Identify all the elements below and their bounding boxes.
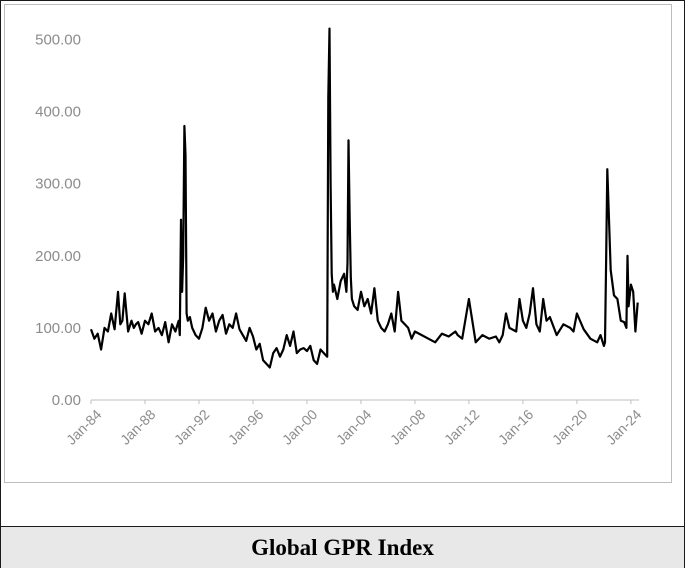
figure-caption: Global GPR Index: [251, 534, 434, 560]
x-axis: Jan-84 Jan-88 Jan-92 Jan-96 Jan-00 Jan-04 Jan-…: [63, 400, 645, 448]
y-tick-label: 0.00: [52, 392, 81, 409]
x-tick-label: Jan-04: [333, 406, 375, 448]
y-tick-label: 200.00: [35, 248, 81, 265]
y-tick-label: 100.00: [35, 320, 81, 337]
x-tick-label: Jan-96: [225, 406, 267, 448]
caption-bar: Global GPR Index: [1, 526, 684, 568]
line-chart: 0.00 100.00 200.00 300.00 400.00 500.00 Jan-8…: [35, 27, 645, 448]
x-tick-label: Jan-84: [63, 406, 105, 448]
x-tick-label: Jan-12: [441, 406, 483, 448]
x-tick-label: Jan-20: [549, 406, 591, 448]
gpr-series-line: [89, 27, 639, 369]
x-tick-label: Jan-00: [279, 406, 321, 448]
y-tick-label: 500.00: [35, 31, 81, 48]
y-tick-label: 400.00: [35, 104, 81, 121]
y-tick-label: 300.00: [35, 176, 81, 193]
x-tick-label: Jan-08: [387, 406, 429, 448]
x-tick-label: Jan-24: [603, 406, 645, 448]
x-tick-label: Jan-92: [171, 406, 213, 448]
x-tick-label: Jan-16: [495, 406, 537, 448]
x-tick-label: Jan-88: [117, 406, 159, 448]
chart-panel: 0.00 100.00 200.00 300.00 400.00 500.00 Jan-8…: [4, 4, 672, 483]
y-axis: 0.00 100.00 200.00 300.00 400.00 500.00: [35, 31, 81, 409]
